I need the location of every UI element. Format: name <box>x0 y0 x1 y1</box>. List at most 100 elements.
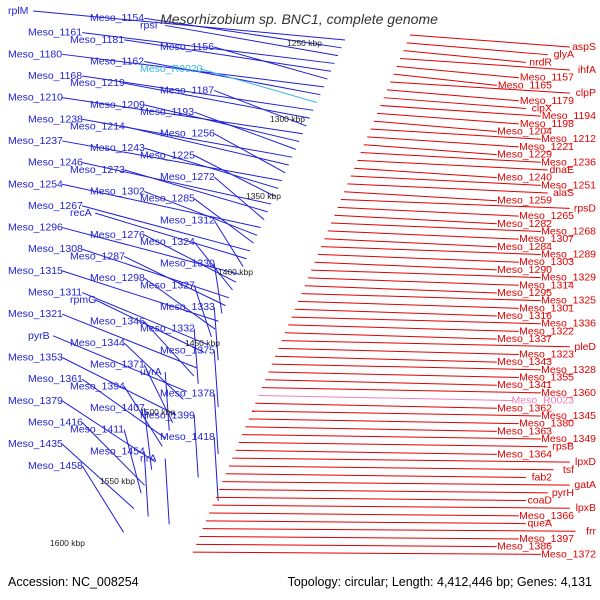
leader-line <box>124 169 268 213</box>
gene-label: Meso_1345 <box>541 410 596 422</box>
accession-label: Accession: NC_008254 <box>8 575 139 589</box>
gene-label: Meso_1243 <box>90 142 145 154</box>
gene-label: Meso_1193 <box>140 106 194 118</box>
leader-line <box>214 46 328 80</box>
kbp-tick-label: 1450 kbp <box>185 338 220 348</box>
leader-line <box>95 212 247 260</box>
leader-line <box>82 75 314 111</box>
leader-line <box>383 97 526 109</box>
left-leader-lines <box>33 10 346 533</box>
gene-label: rirA <box>140 453 156 465</box>
leader-line <box>213 436 219 501</box>
gene-label: Meso_1330 <box>160 258 215 270</box>
gene-label: gatA <box>574 479 596 491</box>
gene-label: rpmG <box>70 294 96 306</box>
kbp-tick-label: 1500 kbp <box>140 407 175 417</box>
leader-line <box>317 253 519 263</box>
right-leader-lines <box>192 34 576 555</box>
gene-label: Meso_1435 <box>8 438 63 450</box>
leader-line <box>62 97 303 135</box>
gene-label: Meso_1237 <box>8 135 63 147</box>
leader-line <box>194 111 296 150</box>
kbp-tick-label: 1400 kbp <box>218 267 253 277</box>
leader-line <box>215 496 526 502</box>
leader-line <box>311 269 541 279</box>
leader-line <box>340 199 570 209</box>
gene-label: Meso_1254 <box>8 178 63 190</box>
gene-label: clpX <box>532 102 552 114</box>
leader-line <box>143 234 237 283</box>
gene-label: Meso_1273 <box>70 164 125 176</box>
leader-line <box>337 206 519 217</box>
gene-label: Meso_1343 <box>497 356 552 368</box>
leader-line <box>403 50 526 63</box>
gene-label: Meso_1282 <box>497 218 552 230</box>
gene-label: pleD <box>574 341 596 353</box>
leader-line <box>81 378 166 439</box>
gene-label: Meso_1315 <box>8 265 63 277</box>
leader-line <box>330 222 541 232</box>
gene-label: Meso_1327 <box>140 279 195 291</box>
leader-line <box>205 520 526 525</box>
leader-line <box>284 332 497 340</box>
leader-line <box>123 386 163 447</box>
gene-label: Meso_1307 <box>519 233 574 245</box>
gene-label: Meso_1285 <box>140 193 195 205</box>
gene-label: Meso_1157 <box>520 72 574 84</box>
gene-label: rpsB <box>552 441 574 453</box>
leader-line <box>367 136 519 148</box>
leader-line <box>373 120 497 133</box>
gene-label: Meso_1314 <box>519 279 574 291</box>
leader-line <box>213 350 219 408</box>
gene-label: Meso_1165 <box>498 79 552 91</box>
gene-label: Meso_1355 <box>519 372 574 384</box>
leader-line <box>370 128 541 140</box>
gene-label: Meso_1362 <box>497 402 552 414</box>
gene-label: Meso_1156 <box>160 41 214 53</box>
gene-label: Meso_1312 <box>160 214 215 226</box>
gene-label: Meso_1324 <box>140 236 195 248</box>
leader-line <box>213 176 265 221</box>
leader-line <box>193 415 199 478</box>
leader-line <box>304 285 497 294</box>
gene-label: Meso_1337 <box>497 333 552 345</box>
leader-line <box>62 227 240 275</box>
gene-label: recA <box>70 207 92 219</box>
leader-line <box>248 418 519 425</box>
leader-line <box>164 371 170 431</box>
leader-line <box>192 551 541 555</box>
leader-line <box>386 89 519 102</box>
kbp-tick-label: 1300 kbp <box>270 114 305 124</box>
leader-line <box>213 220 244 267</box>
leader-line <box>193 285 212 338</box>
leader-line <box>123 342 184 400</box>
leader-line <box>81 465 124 533</box>
gene-label: Meso_1379 <box>8 395 63 407</box>
leader-line <box>199 68 318 103</box>
leader-line <box>265 379 497 386</box>
gene-label: Meso_1268 <box>541 225 596 237</box>
leader-line <box>213 133 286 174</box>
leader-line <box>377 112 519 125</box>
leader-line <box>144 147 279 189</box>
gene-label: Meso_1416 <box>28 416 83 428</box>
leader-line <box>124 82 310 119</box>
right-gene-labels: aspSglyAnrdRihfAMeso_1157Meso_1165clpPMe… <box>497 41 596 560</box>
gene-label: Meso_1336 <box>541 318 596 330</box>
leader-line <box>212 504 570 509</box>
gene-label: Meso_1386 <box>497 541 552 553</box>
leader-line <box>409 34 570 48</box>
gene-label: Meso_R0020 <box>140 63 203 75</box>
leader-line <box>193 241 233 291</box>
leader-line <box>82 162 272 205</box>
gene-label: Meso_1240 <box>497 172 552 184</box>
leader-line <box>288 324 519 332</box>
gene-label: Meso_1380 <box>519 418 574 430</box>
gene-label: Meso_1194 <box>542 110 596 122</box>
gene-label: rpsI <box>140 19 158 31</box>
gene-label: Meso_1397 <box>519 533 574 545</box>
gene-label: frr <box>586 525 596 537</box>
leader-line <box>33 10 346 41</box>
